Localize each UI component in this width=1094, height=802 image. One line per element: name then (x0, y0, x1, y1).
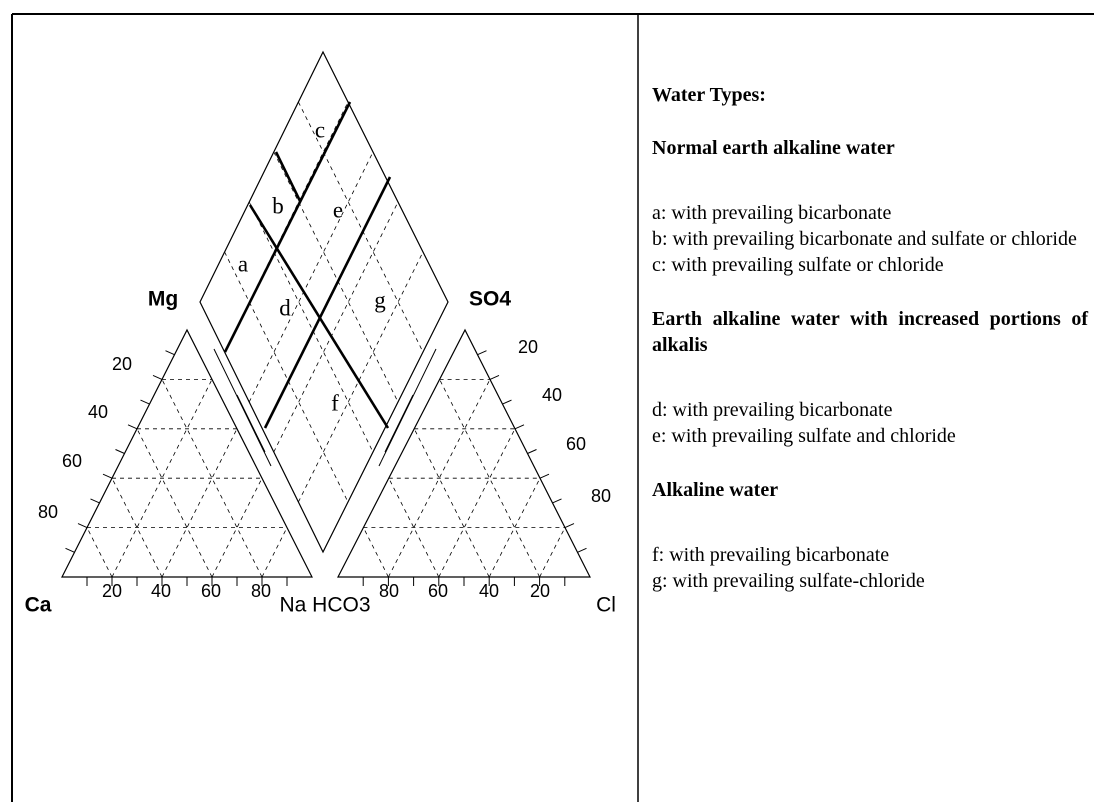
grid-line (261, 527, 288, 578)
group-item: e: with prevailing sulfate and chloride (652, 425, 956, 447)
tick-mark (489, 374, 500, 380)
tick-mark (65, 547, 75, 553)
grid-line (298, 101, 424, 353)
tick-mark (477, 350, 487, 356)
label-na-hco3: Na HCO3 (279, 594, 370, 617)
region-line (248, 204, 390, 429)
label-cl: Cl (596, 594, 616, 617)
grid-line (248, 201, 374, 453)
grid-line (136, 428, 213, 578)
anion-triangle (337, 328, 591, 578)
grid-line (211, 478, 263, 578)
region-line (274, 151, 302, 202)
region-line (223, 101, 352, 353)
grid-line (161, 379, 263, 578)
tick-mark (165, 350, 175, 356)
grid (65, 101, 587, 586)
tick-mark (127, 424, 138, 430)
region-label: b (272, 193, 284, 218)
grid-line (438, 428, 516, 578)
rail-line (378, 348, 437, 467)
tick-label: 40 (479, 581, 499, 601)
grid-line (388, 379, 491, 578)
tick-label: 40 (151, 581, 171, 601)
group-item: b: with prevailing bicarbonate and sulfa… (652, 228, 1077, 250)
grid-line (273, 201, 399, 453)
tick-label: 60 (566, 434, 586, 454)
legend-group: Earth alkaline water with increased port… (652, 306, 1088, 449)
group-item: f: with prevailing bicarbonate (652, 544, 890, 566)
tick-label: 40 (542, 385, 562, 405)
tick-mark (514, 424, 525, 430)
label-ca: Ca (25, 594, 52, 617)
tick-mark (115, 449, 125, 454)
legend: Water Types: Normal earth alkaline water… (652, 82, 1088, 622)
region-line (263, 176, 392, 429)
region-label: g (374, 287, 386, 312)
tick-label: 20 (518, 337, 538, 357)
grid-line (86, 527, 113, 578)
group-heading: Normal earth alkaline water (652, 137, 895, 159)
tick-label: 60 (428, 581, 448, 601)
tick-mark (502, 399, 512, 405)
tick-mark (552, 498, 562, 504)
grid-line (413, 428, 490, 578)
tick-mark (102, 473, 113, 479)
group-heading: Earth alkaline water with increased port… (652, 308, 1088, 356)
grid-line (161, 428, 238, 578)
region-label: e (333, 197, 343, 222)
grid-line (363, 527, 389, 578)
rail-line (384, 394, 414, 453)
grid-line (111, 478, 163, 578)
tick-label: 80 (251, 581, 271, 601)
cation-triangle (61, 328, 313, 578)
tick-mark (90, 498, 100, 504)
group-item: c: with prevailing sulfate or chloride (652, 254, 944, 276)
grid-line (488, 478, 541, 578)
tick-label: 60 (62, 451, 82, 471)
tick-label: 80 (38, 502, 58, 522)
legend-group: Alkaline water f: with prevailing bicarbo… (652, 477, 1088, 594)
legend-title: Water Types: (652, 84, 766, 106)
grid-line (248, 151, 374, 403)
region-label: c (315, 117, 325, 142)
tick-mark (140, 399, 150, 405)
tick-mark (77, 523, 88, 529)
rail-line (213, 348, 272, 467)
tick-label: 20 (102, 581, 122, 601)
label-so4: SO4 (469, 288, 511, 311)
region-label: d (279, 295, 291, 320)
grid-line (388, 478, 440, 578)
region-label: f (331, 390, 339, 415)
group-item: g: with prevailing sulfate-chloride (652, 570, 925, 592)
tick-mark (539, 473, 550, 479)
tick-label: 60 (201, 581, 221, 601)
tick-mark (527, 449, 537, 454)
region-lines (223, 101, 392, 429)
grid-line (298, 251, 424, 503)
tick-label: 20 (112, 354, 132, 374)
grid-line (111, 379, 213, 578)
region-label: a (238, 251, 248, 276)
label-mg: Mg (148, 288, 178, 311)
grid-line (224, 251, 349, 503)
diamond (199, 50, 449, 554)
grid-line (273, 151, 399, 403)
tick-label: 20 (530, 581, 550, 601)
group-item: d: with prevailing bicarbonate (652, 399, 893, 421)
grid-line (539, 527, 566, 578)
group-heading: Alkaline water (652, 479, 779, 501)
tick-mark (564, 523, 575, 529)
tick-label: 80 (591, 486, 611, 506)
tick-label: 40 (88, 402, 108, 422)
grid-line (439, 379, 540, 578)
tick-label: 80 (379, 581, 399, 601)
tick-mark (152, 374, 163, 380)
group-item: a: with prevailing bicarbonate (652, 202, 892, 224)
tick-mark (577, 547, 587, 553)
rail-line (236, 394, 266, 453)
legend-group: Normal earth alkaline water a: with preva… (652, 135, 1088, 278)
